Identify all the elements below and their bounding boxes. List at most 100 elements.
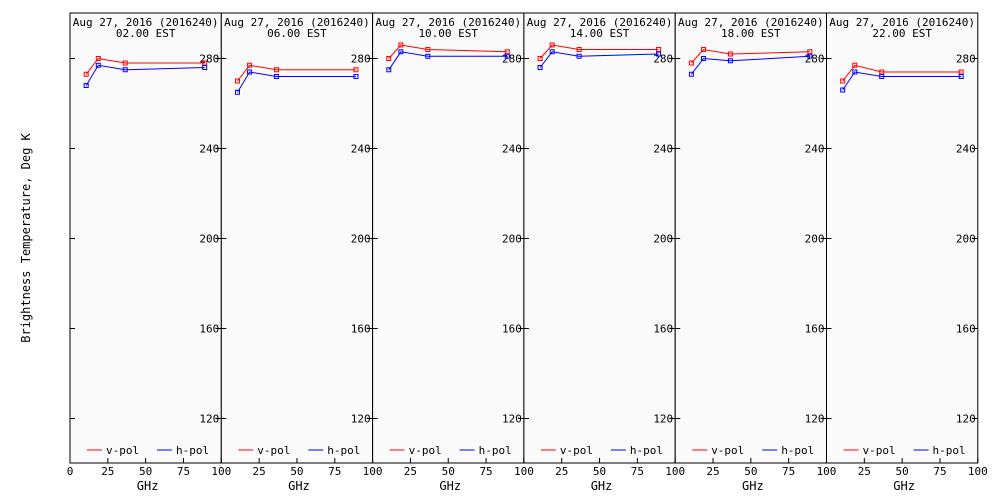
panel-subtitle: 22.00 EST (872, 27, 932, 40)
panel-2: Aug 27, 2016 (2016240)06.00 EST 120 160 200… (220, 12, 383, 493)
data-point-v-pol (234, 78, 240, 84)
y-tick-label: 120 (956, 413, 976, 426)
y-tick-label: 280 (502, 53, 522, 66)
x-tick-label: 0 (67, 465, 74, 478)
x-axis-label: GHz (137, 479, 159, 493)
x-tick-label: 75 (328, 465, 341, 478)
y-tick-label: 280 (956, 53, 976, 66)
series-line-h-pol (539, 51, 659, 68)
x-tick-label: 25 (101, 465, 114, 478)
data-point-h-pol (247, 69, 253, 75)
y-tick-label: 240 (502, 143, 522, 156)
data-point-h-pol (386, 67, 392, 73)
data-point-h-pol (398, 49, 404, 55)
series-line-v-pol (842, 64, 962, 82)
legend-label: h-pol (176, 444, 209, 457)
legend-label: h-pol (781, 444, 814, 457)
x-tick-label: 50 (593, 465, 606, 478)
legend-label: v-pol (257, 444, 290, 457)
data-point-h-pol (353, 74, 359, 79)
y-tick-label: 160 (199, 323, 219, 336)
data-point-v-pol (95, 56, 101, 61)
series-line-v-pol (85, 57, 205, 75)
x-axis-label: GHz (591, 479, 613, 493)
series-line-v-pol (691, 48, 810, 64)
data-point-v-pol (425, 47, 431, 52)
data-point-v-pol (688, 60, 694, 66)
x-tick-label: 100 (363, 465, 383, 478)
data-point-v-pol (537, 56, 543, 61)
legend-label: v-pol (711, 444, 744, 457)
panel-subtitle: 14.00 EST (570, 27, 630, 40)
data-point-v-pol (247, 62, 253, 68)
data-point-v-pol (398, 42, 404, 48)
data-point-h-pol (202, 65, 208, 70)
y-tick-label: 280 (351, 53, 371, 66)
y-tick-label: 280 (199, 53, 219, 66)
data-point-h-pol (425, 53, 431, 59)
x-tick-label: 25 (706, 465, 719, 478)
data-point-v-pol (353, 67, 359, 73)
y-tick-label: 200 (805, 233, 825, 246)
panel-title: Aug 27, 2016 (2016240) (527, 16, 673, 29)
data-point-h-pol (688, 71, 694, 77)
series-line-h-pol (388, 51, 508, 71)
x-tick-label: 100 (968, 465, 988, 478)
x-tick-label: 50 (744, 465, 757, 478)
x-tick-label: 50 (139, 465, 152, 478)
data-point-h-pol (234, 89, 240, 95)
x-tick-label: 50 (442, 465, 455, 478)
data-point-h-pol (727, 58, 733, 64)
x-axis-label: GHz (742, 479, 764, 493)
data-point-v-pol (852, 62, 858, 68)
panel-4: Aug 27, 2016 (2016240)14.00 EST 120 160 200… (523, 12, 685, 493)
panel-subtitle: 10.00 EST (418, 27, 478, 40)
y-tick-label: 280 (805, 53, 825, 66)
data-point-v-pol (576, 47, 582, 52)
y-tick-label: 160 (502, 323, 522, 336)
legend-label: v-pol (409, 444, 442, 457)
y-tick-label: 200 (502, 233, 522, 246)
y-tick-label: 200 (956, 233, 976, 246)
series-line-v-pol (237, 64, 356, 82)
series-line-h-pol (691, 55, 810, 75)
panel-5: Aug 27, 2016 (2016240)18.00 EST 120 160 200… (674, 12, 836, 493)
data-point-h-pol (958, 74, 964, 79)
y-tick-label: 200 (653, 233, 673, 246)
data-point-v-pol (549, 42, 555, 48)
series-line-h-pol (842, 71, 962, 91)
series-line-h-pol (237, 71, 356, 93)
y-tick-label: 240 (199, 143, 219, 156)
data-point-v-pol (122, 60, 128, 66)
y-tick-label: 120 (805, 413, 825, 426)
panel-subtitle: 02.00 EST (116, 27, 176, 40)
x-tick-label: 100 (211, 465, 231, 478)
data-point-v-pol (83, 71, 89, 77)
x-tick-label: 25 (404, 465, 417, 478)
y-tick-label: 200 (199, 233, 219, 246)
data-point-h-pol (95, 62, 101, 68)
data-point-h-pol (852, 69, 858, 75)
panel-title: Aug 27, 2016 (2016240) (375, 16, 521, 29)
x-tick-label: 75 (631, 465, 644, 478)
data-point-h-pol (700, 56, 706, 61)
y-tick-label: 120 (502, 413, 522, 426)
y-tick-label: 240 (805, 143, 825, 156)
data-point-h-pol (122, 67, 128, 73)
panel-subtitle: 06.00 EST (267, 27, 327, 40)
x-axis-label: GHz (439, 479, 461, 493)
x-tick-label: 75 (177, 465, 190, 478)
x-axis-label: GHz (288, 479, 310, 493)
y-tick-label: 160 (956, 323, 976, 336)
y-axis-label: Brightness Temperature, Deg K (19, 132, 33, 342)
panel-6: Aug 27, 2016 (2016240)22.00 EST 120 160 200… (826, 12, 988, 493)
data-point-v-pol (700, 47, 706, 52)
panels-group: Aug 27, 2016 (2016240) 02.00 EST 120 160 200… (67, 12, 988, 493)
x-tick-label: 75 (479, 465, 492, 478)
panel-frame (69, 12, 222, 464)
x-tick-label: 50 (896, 465, 909, 478)
data-point-h-pol (274, 74, 280, 79)
data-point-h-pol (549, 49, 555, 55)
panel-1: Aug 27, 2016 (2016240)02.00 EST 120 160 200… (67, 12, 231, 493)
